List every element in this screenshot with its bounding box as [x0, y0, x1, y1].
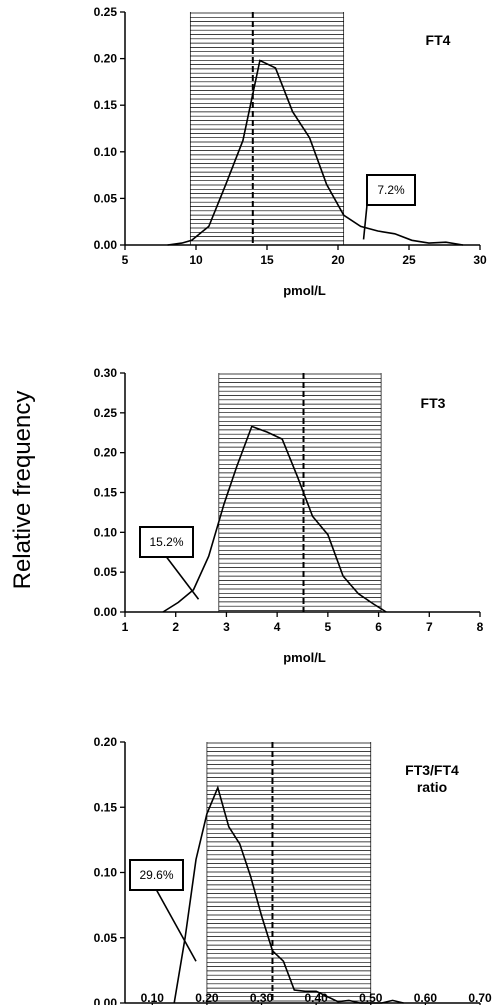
x-tick-label: 0.40 [304, 991, 328, 1005]
frequency-curve [162, 425, 387, 613]
x-tick-label: 3 [223, 620, 230, 634]
x-tick-label: 0.20 [195, 991, 219, 1005]
x-tick-label: 10 [189, 253, 203, 267]
x-tick-label: 5 [122, 253, 129, 267]
y-tick-label: 0.10 [94, 145, 118, 159]
x-tick-label: 6 [375, 620, 382, 634]
chart-panel-3: 0.00 0.05 0.10 0.15 0.20 0.10 0.20 0.30 0.40 0.50… [94, 735, 492, 1005]
y-tick-label: 0.00 [94, 238, 118, 252]
x-tick-label: 0.30 [250, 991, 274, 1005]
y-tick-label: 0.00 [94, 996, 118, 1005]
chart-panel-1: 0.00 0.05 0.10 0.15 0.20 0.25 5 10 15 20 25 30 pmol/… [94, 5, 487, 298]
x-tick-label: 8 [477, 620, 484, 634]
x-tick-label: 30 [473, 253, 487, 267]
x-axis-label: pmol/L [283, 650, 326, 665]
x-tick-label: 0.70 [468, 991, 492, 1005]
x-tick-label: 4 [274, 620, 281, 634]
x-tick-label: 5 [325, 620, 332, 634]
chart-title-line: ratio [417, 779, 447, 795]
x-tick-label: 1 [122, 620, 129, 634]
y-tick-label: 0.15 [94, 486, 118, 500]
x-tick-label: 0.10 [141, 991, 165, 1005]
y-tick-label: 0.15 [94, 98, 118, 112]
chart-title-line: FT3/FT4 [405, 762, 459, 778]
x-tick-label: 0.50 [359, 991, 383, 1005]
y-axis-label: Relative frequency [9, 391, 36, 590]
chart-panel-2: 0.00 0.05 0.10 0.15 0.20 0.25 0.30 1 2 3 4 5 6 7 8 pmol… [94, 366, 484, 665]
y-tick-label: 0.05 [94, 565, 118, 579]
x-tick-label: 20 [331, 253, 345, 267]
x-tick-label: 7 [426, 620, 433, 634]
y-tick-label: 0.00 [94, 605, 118, 619]
x-axis-label: pmol/L [283, 283, 326, 298]
annotation-label: 7.2% [377, 183, 405, 197]
chart-title-line: FT4 [426, 32, 451, 48]
chart-title: FT3/FT4 ratio [405, 762, 459, 795]
y-tick-label: 0.15 [94, 800, 118, 814]
frequency-curve [167, 59, 464, 246]
y-tick-label: 0.05 [94, 931, 118, 945]
annotation-pointer [155, 889, 197, 962]
y-tick-label: 0.10 [94, 525, 118, 539]
reference-interval-band [189, 12, 345, 245]
annotation-box [139, 526, 194, 558]
y-tick-label: 0.25 [94, 5, 118, 19]
annotation-label: 15.2% [149, 535, 183, 549]
chart-title: FT3 [421, 395, 446, 411]
x-tick-label: 15 [260, 253, 274, 267]
y-tick-label: 0.05 [94, 191, 118, 205]
reference-interval-band [218, 373, 382, 612]
y-tick-label: 0.30 [94, 366, 118, 380]
y-tick-label: 0.20 [94, 52, 118, 66]
y-tick-label: 0.10 [94, 866, 118, 880]
annotation-box [366, 174, 416, 206]
annotation-pointer [165, 556, 200, 600]
annotation-pointer [362, 204, 368, 240]
annotation-label: 29.6% [139, 868, 173, 882]
reference-interval-band [206, 742, 372, 1003]
x-tick-label: 25 [402, 253, 416, 267]
annotation-box [129, 859, 184, 891]
chart-title-line: FT3 [421, 395, 446, 411]
chart-title: FT4 [426, 32, 451, 48]
x-tick-label: 0.60 [414, 991, 438, 1005]
y-tick-label: 0.20 [94, 735, 118, 749]
y-tick-label: 0.25 [94, 406, 118, 420]
panels: 0.000.050.100.150.200.255 10 15 20 25 30pmol/… [94, 5, 492, 1005]
y-tick-label: 0.20 [94, 446, 118, 460]
x-tick-label: 2 [172, 620, 179, 634]
